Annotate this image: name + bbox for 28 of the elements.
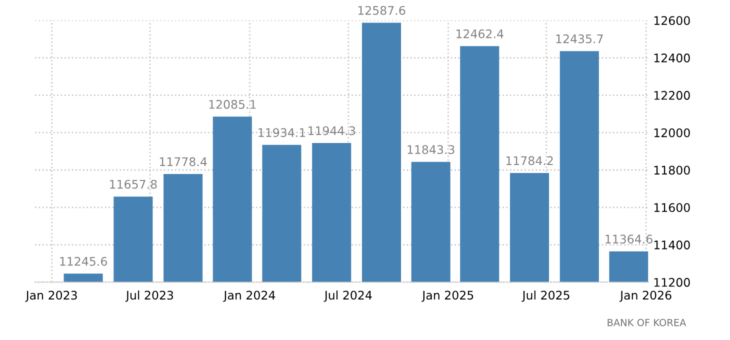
data-label: 11657.8 <box>110 180 157 189</box>
x-tick-label: Jan 2025 <box>422 290 474 302</box>
text: BANK OF KOREA <box>608 318 686 326</box>
y-tick-label: 12400 <box>654 54 690 62</box>
data-label: 12587.6 <box>358 6 406 15</box>
x-tick-label: Jul 2023 <box>125 290 174 302</box>
data-label: 11245.6 <box>60 256 107 266</box>
x-tick-label: Jan 2023 <box>25 290 77 302</box>
y-tick-label: 11200 <box>654 278 690 287</box>
data-label: 12085.1 <box>209 100 256 109</box>
data-label: 12435.7 <box>556 34 603 44</box>
y-tick-label: 11600 <box>654 203 690 212</box>
y-tick-label: 12000 <box>654 128 690 138</box>
data-label: 11364.6 <box>606 234 652 244</box>
data-label: 11944.3 <box>308 126 356 136</box>
data-label: 11934.1 <box>258 128 306 138</box>
x-tick-label: Jul 2024 <box>324 290 372 302</box>
x-tick-label: Jan 2026 <box>619 290 672 302</box>
data-label: 11784.2 <box>506 156 553 166</box>
y-tick-label: 11800 <box>654 166 690 175</box>
y-tick-label: 12200 <box>654 90 690 100</box>
y-tick-label: 12600 <box>654 16 690 26</box>
y-tick-label: 11400 <box>654 240 690 250</box>
data-label: 11778.4 <box>160 157 207 166</box>
data-label: 11843.3 <box>408 145 454 154</box>
data-label: 12462.4 <box>456 29 504 38</box>
x-tick-label: Jan 2024 <box>223 290 276 302</box>
x-tick-label: Jul 2025 <box>522 290 570 302</box>
